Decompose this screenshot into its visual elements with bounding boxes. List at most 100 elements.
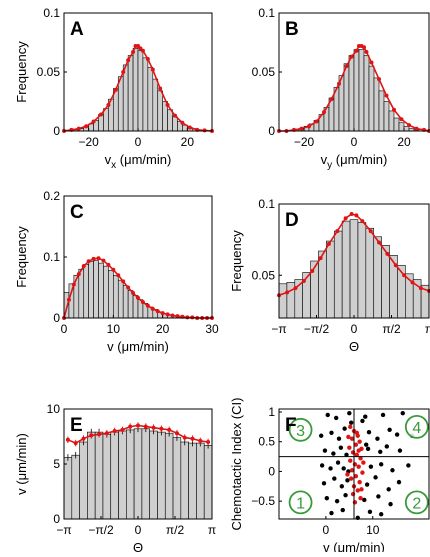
x-tick-label: 0 [351,322,358,336]
scatter-point-red [357,479,362,485]
bar [343,63,350,132]
scatter-point [341,466,346,471]
fit-point [190,315,195,320]
x-axis-label: vy (μm/min) [321,152,388,171]
fit-point [399,117,404,122]
x-tick-label: 0 [351,135,358,149]
fit-point [326,241,331,246]
x-tick-label: −π/2 [88,523,114,537]
bar [188,442,197,520]
fit-point [307,124,311,129]
bar [137,50,144,132]
x-tick-label: 20 [181,135,195,149]
fit-point [344,64,349,69]
bar [117,279,124,319]
axes-frame [278,408,430,520]
fit-point [175,314,180,319]
fit-point [113,87,118,92]
scatter-point [396,479,402,485]
fit-point [91,119,96,124]
y-tick-label: 0 [53,311,60,325]
fit-point [360,219,365,224]
scatter-point-red [354,430,360,435]
bar [142,57,149,132]
bar [167,109,173,132]
bar [368,65,375,132]
fit-point [402,273,407,278]
y-axis-label: v (μm/min) [14,433,29,495]
scatter-point [335,460,341,465]
bar [378,90,385,132]
x-axis-label-main: v [105,152,112,167]
y-axis-label: Chemotactic Index (CI) [229,398,244,531]
bar [94,431,104,520]
panel-C: 0 10 20 30 0 0.1 0.2 v (μm/min) Frequency C [14,189,219,354]
scatter-point-red [353,473,359,479]
scatter-point [384,444,390,449]
x-axis-label-main: v [107,339,114,354]
scatter-point [338,445,344,450]
scatter-point [342,426,347,431]
bar [79,441,88,520]
scatter-point [397,448,403,453]
fit-point [407,123,411,128]
bar [388,110,395,132]
bar [103,108,109,132]
x-tick-label: 0 [135,135,142,149]
scatter-point [333,415,339,421]
panel-D: −π −π/2 0 π/2 π 0.05 0.1 Θ Frequency D [229,197,430,354]
fit-point [335,229,340,234]
scatter-point [378,462,384,467]
quadrant-marker [404,414,429,439]
fit-point [187,125,192,130]
bar [333,230,343,319]
scatter-point-red [353,442,359,447]
scatter-point-red [354,452,360,457]
fit-point [173,113,177,118]
bar [87,431,96,520]
x-axis-label: v (μm/min) [107,339,169,354]
fit-point [165,312,170,317]
y-tick-label: 0.05 [37,65,61,79]
fit-point [202,128,207,133]
fit-point [165,103,170,108]
bar [133,428,143,520]
bar [196,442,205,520]
quadrant-label: 3 [296,423,305,440]
fit-point [76,126,81,131]
bar [278,283,288,319]
y-tick-label: 0.1 [258,6,275,20]
bar [110,431,119,520]
fit-point [111,267,116,272]
y-tick-label: 0 [268,464,275,478]
fit-point [136,44,140,49]
bar [341,220,351,319]
scatter-point [406,463,411,468]
bar [88,260,94,319]
x-tick-label: −π/2 [304,322,330,336]
y-tick-label: 0.1 [43,6,60,20]
panel-A: −20 0 20 0 0.05 0.1 vx (μm/min) Frequency A [14,6,214,171]
scatter-point [321,481,327,486]
bar [126,429,135,520]
x-axis-label-unit: (μm/min) [116,152,171,167]
scatter-point [329,430,334,435]
bar [157,431,166,520]
fit-point [299,126,304,131]
fit-point [318,256,323,261]
x-axis-label-sub: x [111,160,116,171]
x-axis-label-main: v [321,152,328,167]
scatter-point [386,487,391,492]
bar [164,432,174,520]
fit-point [185,315,190,320]
y-tick-label: 0.5 [258,435,275,449]
scatter-point-red [352,500,358,505]
fit-point [410,280,415,285]
scatter-point [362,497,367,503]
x-axis-label-sub: y [327,160,332,171]
scatter-point-red [355,488,360,493]
x-axis-label-unit: (μm/min) [332,152,387,167]
fit-point [71,282,76,287]
bar [71,454,80,520]
scatter-point [366,429,372,435]
